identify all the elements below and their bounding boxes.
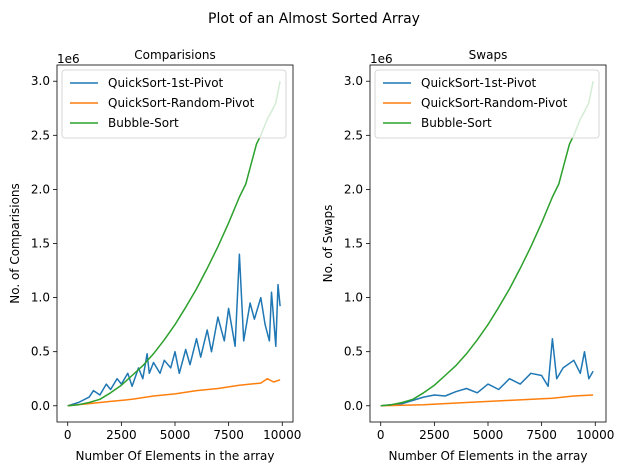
x-tick-label: 7500 <box>213 428 244 442</box>
series-line-quicksort-1st-pivot <box>380 337 594 407</box>
x-tick-label: 5000 <box>473 428 504 442</box>
y-tick-label: 2.5 <box>31 128 50 142</box>
y-offset-label: 1e6 <box>57 52 80 66</box>
y-tick-label: 2.0 <box>344 182 363 196</box>
legend-entry: QuickSort-Random-Pivot <box>108 96 255 110</box>
series-line-quicksort-1st-pivot <box>67 253 281 407</box>
x-axis-label: Number Of Elements in the array <box>389 449 588 463</box>
y-tick-label: 2.0 <box>31 182 50 196</box>
legend-box <box>374 69 600 139</box>
x-axis-label: Number Of Elements in the array <box>76 449 275 463</box>
y-tick-label: 3.0 <box>344 74 363 88</box>
x-tick-label: 10000 <box>263 428 301 442</box>
y-tick-label: 1.0 <box>344 291 363 305</box>
x-tick-label: 0 <box>377 428 385 442</box>
y-tick-label: 0.0 <box>31 399 50 413</box>
x-tick-label: 7500 <box>526 428 557 442</box>
y-tick-label: 2.5 <box>344 128 363 142</box>
series-line-quicksort-random-pivot <box>67 377 281 407</box>
legend-entry: QuickSort-1st-Pivot <box>108 76 224 90</box>
legend-entry: Bubble-Sort <box>108 116 179 130</box>
legend-entry: QuickSort-1st-Pivot <box>421 76 537 90</box>
y-tick-label: 1.0 <box>31 291 50 305</box>
legend: QuickSort-1st-Pivot QuickSort-Random-Pivo… <box>374 69 600 139</box>
legend: QuickSort-1st-Pivot QuickSort-Random-Pivo… <box>61 69 287 139</box>
legend-entry: Bubble-Sort <box>421 116 492 130</box>
y-axis-label: No. of Swaps <box>321 205 335 283</box>
y-tick-label: 0.0 <box>344 399 363 413</box>
x-tick-label: 5000 <box>160 428 191 442</box>
legend-box <box>61 69 287 139</box>
y-offset-label: 1e6 <box>370 52 393 66</box>
x-tick-label: 2500 <box>419 428 450 442</box>
y-axis-label: No. of Comparisions <box>8 183 22 304</box>
chart-title: Comparisions <box>134 48 215 62</box>
y-tick-label: 3.0 <box>31 74 50 88</box>
series-line-quicksort-random-pivot <box>380 394 594 407</box>
chart-title: Swaps <box>469 48 508 62</box>
chart-swaps: Swaps 0 2500 5000 7500 10000 0.0 0.5 1.0 1.5 2.0 2.… <box>321 48 614 463</box>
chart-comparisons: Comparisions 0 2500 5000 7500 10000 0.0 0.5 1.0 1… <box>8 48 301 463</box>
x-tick-label: 10000 <box>576 428 614 442</box>
figure-suptitle: Plot of an Almost Sorted Array <box>208 11 420 27</box>
legend-entry: QuickSort-Random-Pivot <box>421 96 568 110</box>
y-tick-label: 0.5 <box>344 345 363 359</box>
y-tick-label: 1.5 <box>344 237 363 251</box>
x-tick-label: 0 <box>64 428 72 442</box>
y-tick-label: 0.5 <box>31 345 50 359</box>
x-tick-label: 2500 <box>106 428 137 442</box>
y-tick-label: 1.5 <box>31 237 50 251</box>
